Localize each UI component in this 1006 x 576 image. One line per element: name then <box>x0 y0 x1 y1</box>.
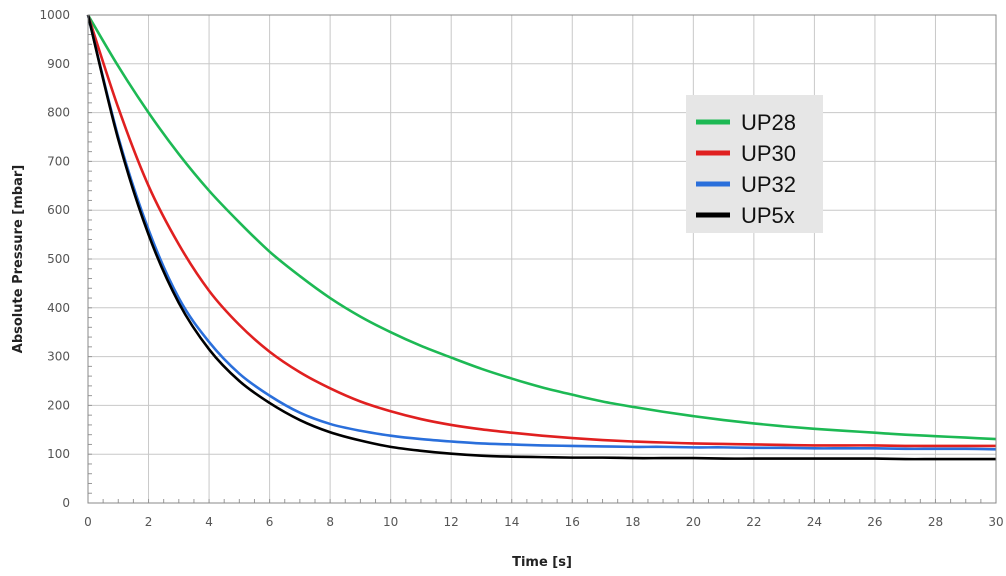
x-tick-label: 22 <box>746 515 761 529</box>
y-tick-label: 400 <box>47 301 70 315</box>
y-tick-label: 1000 <box>39 8 70 22</box>
grid-lines <box>87 14 997 504</box>
y-tick-label: 900 <box>47 57 70 71</box>
y-tick-label: 100 <box>47 447 70 461</box>
x-tick-label: 14 <box>504 515 519 529</box>
series-line-up32 <box>86 14 997 451</box>
legend-box <box>686 95 823 233</box>
y-tick-label: 700 <box>47 154 70 168</box>
legend: UP28 UP30 UP32 UP5x <box>686 95 823 233</box>
x-axis-title: Time [s] <box>512 555 572 570</box>
y-axis-title: Absolute Pressure [mbar] <box>11 165 26 353</box>
y-tick-labels: 0 100 200 300 400 500 600 700 800 900 1000 <box>39 8 70 510</box>
x-tick-label: 30 <box>988 515 1003 529</box>
x-tick-label: 20 <box>686 515 701 529</box>
y-tick-label: 0 <box>62 496 70 510</box>
x-tick-label: 0 <box>84 515 92 529</box>
y-tick-label: 800 <box>47 106 70 120</box>
y-tick-label: 600 <box>47 203 70 217</box>
y-tick-label: 500 <box>47 252 70 266</box>
x-tick-label: 4 <box>205 515 213 529</box>
y-tick-label: 300 <box>47 350 70 364</box>
x-tick-labels: 0 2 4 6 8 10 12 14 16 18 20 22 24 26 28 30 <box>84 515 1003 529</box>
series-lines <box>86 14 997 461</box>
x-tick-label: 12 <box>444 515 459 529</box>
x-tick-label: 18 <box>625 515 640 529</box>
legend-label-up5x: UP5x <box>741 203 795 228</box>
x-tick-label: 6 <box>266 515 274 529</box>
x-tick-label: 28 <box>928 515 943 529</box>
plot-frame <box>87 14 997 504</box>
x-tick-label: 2 <box>145 515 153 529</box>
legend-label-up30: UP30 <box>741 141 796 166</box>
x-tick-label: 16 <box>565 515 580 529</box>
x-tick-label: 24 <box>807 515 822 529</box>
series-line-up5x <box>86 14 996 461</box>
y-tick-label: 200 <box>47 398 70 412</box>
x-tick-label: 10 <box>383 515 398 529</box>
x-tick-label: 8 <box>326 515 334 529</box>
series-line-up28 <box>86 14 997 441</box>
x-tick-label: 26 <box>867 515 882 529</box>
series-line-up30 <box>86 14 996 448</box>
legend-label-up32: UP32 <box>741 172 796 197</box>
legend-label-up28: UP28 <box>741 110 796 135</box>
